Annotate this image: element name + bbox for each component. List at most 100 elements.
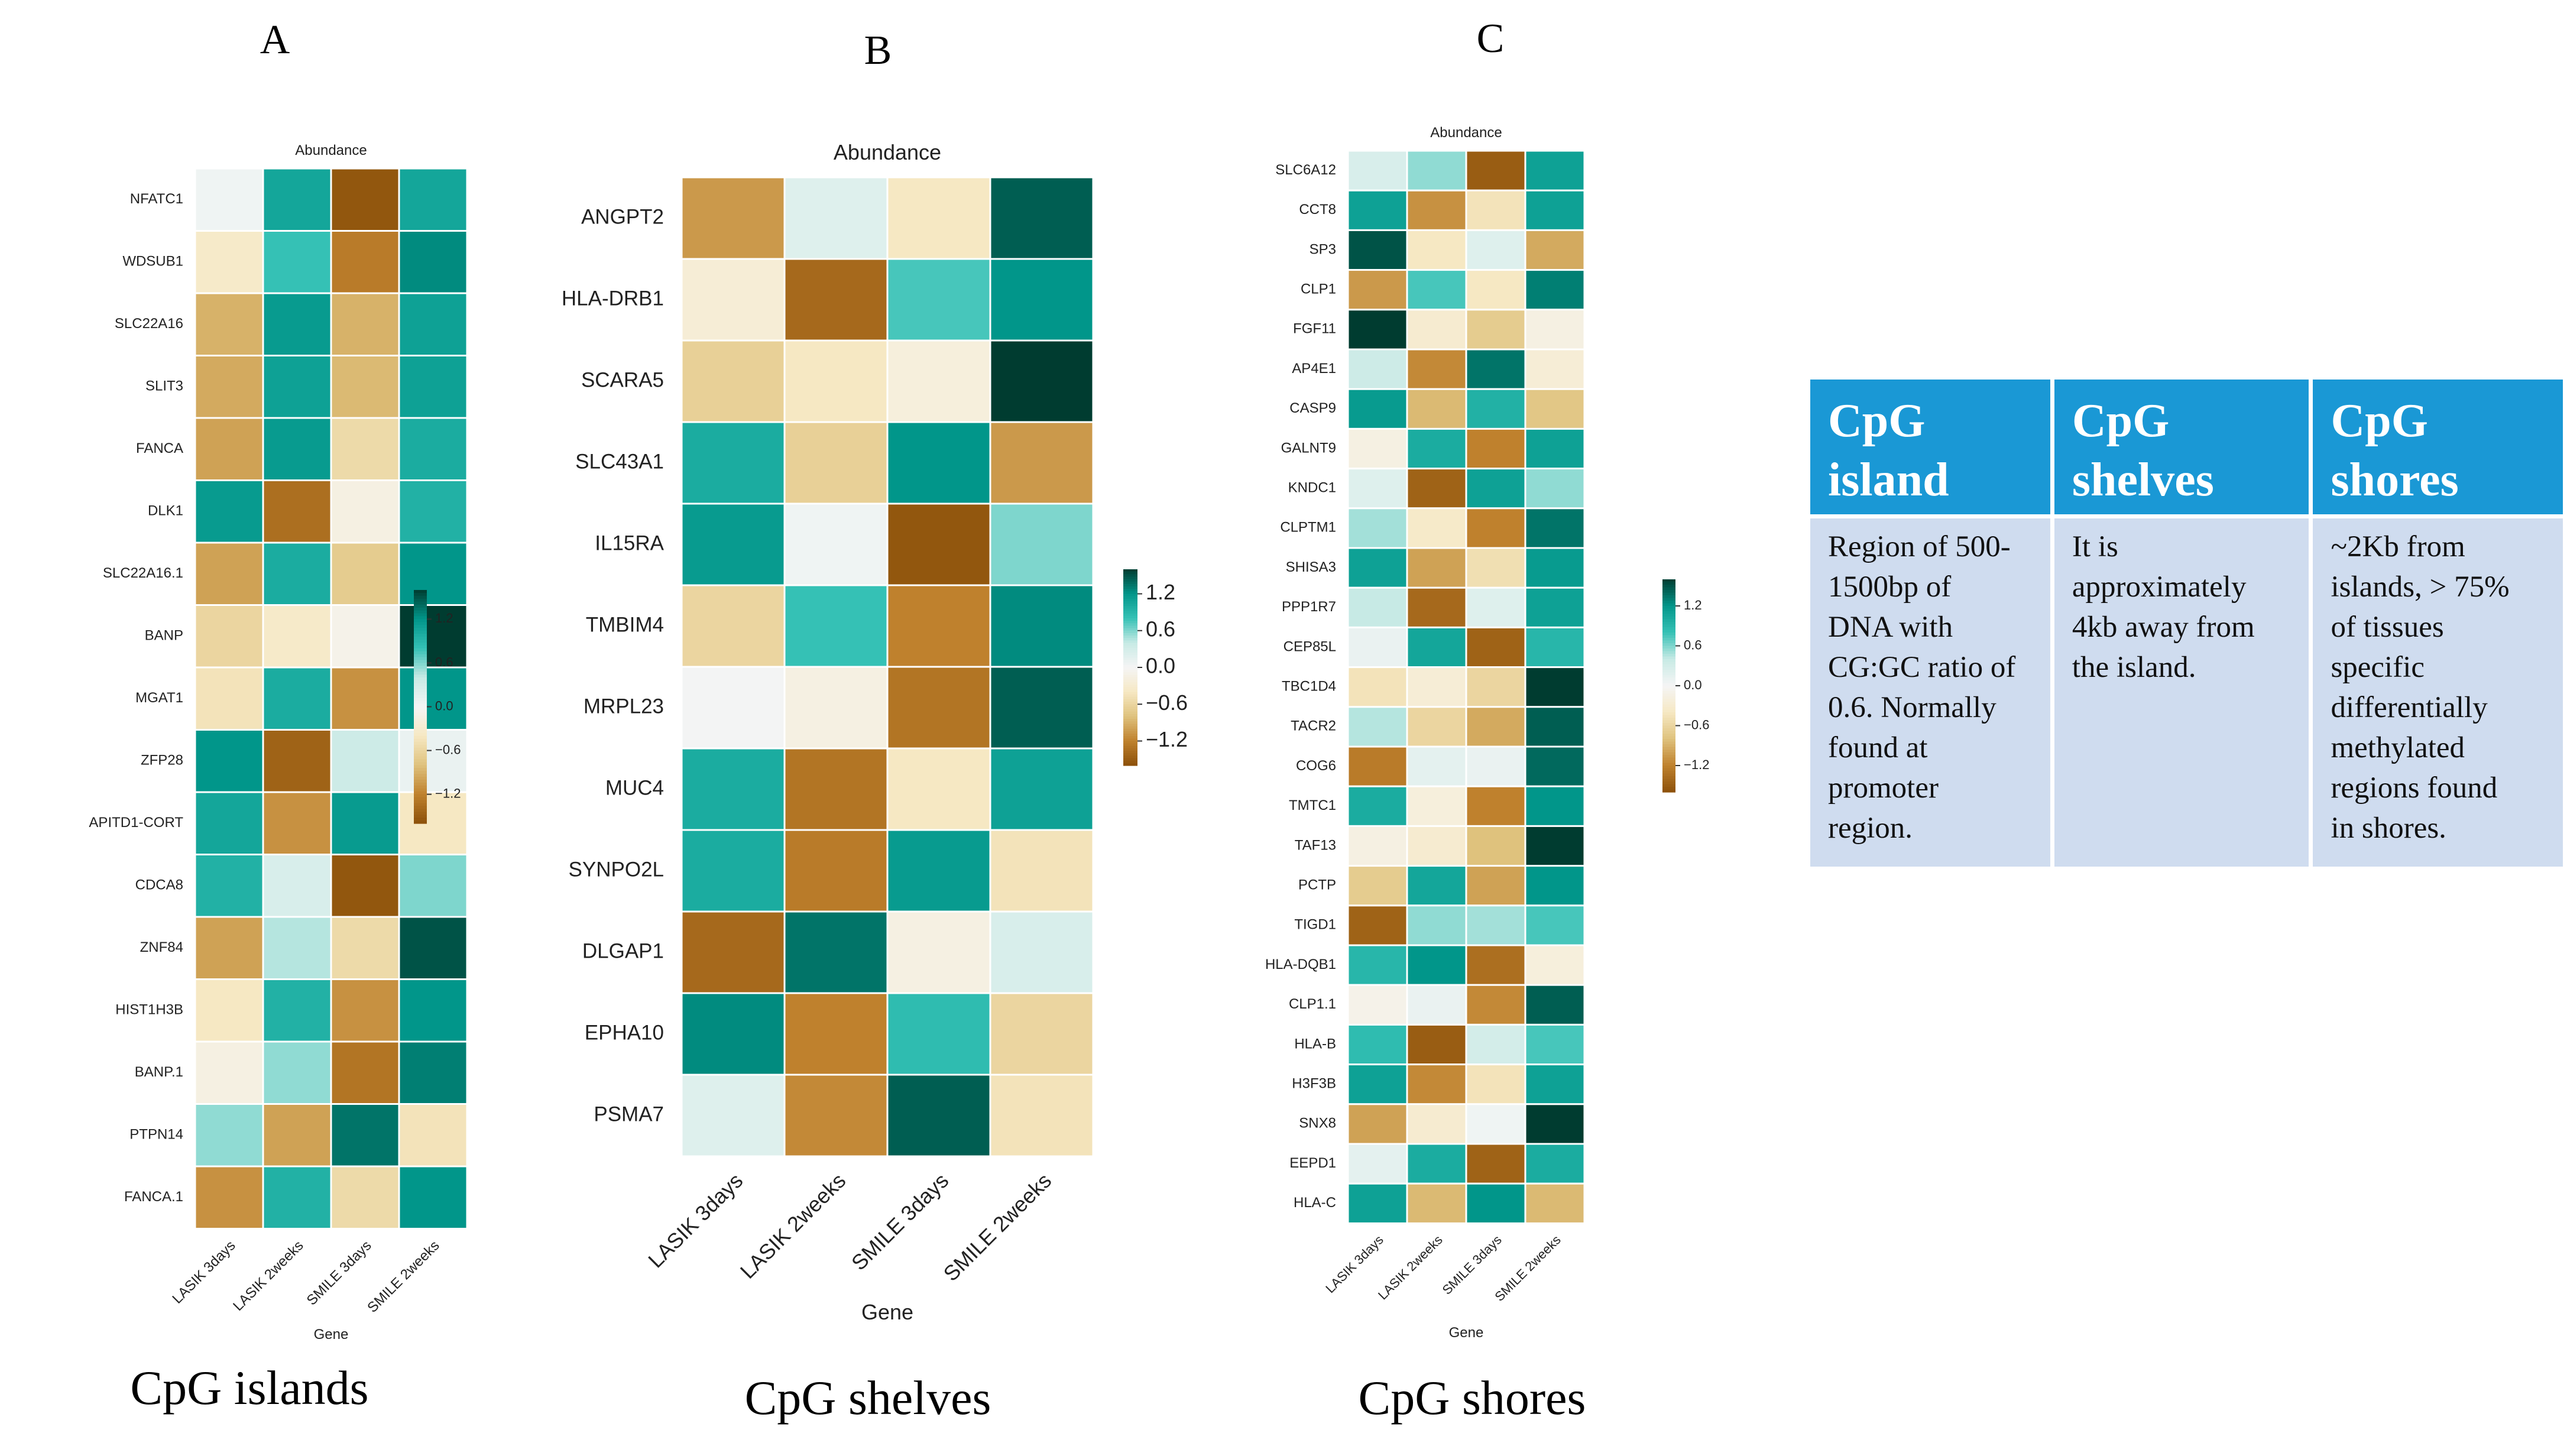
colorbar-segment — [414, 666, 427, 669]
colorbar-segment — [414, 774, 427, 777]
colorbar-tick-label: −1.2 — [1684, 757, 1709, 772]
colorbar-segment — [1123, 667, 1137, 670]
heatmap-cell — [194, 292, 264, 356]
colorbar-segment — [1662, 704, 1675, 708]
row-label: TIGD1 — [1294, 917, 1336, 933]
colorbar-segment — [414, 779, 427, 783]
colorbar-segment — [1123, 679, 1137, 683]
heatmap-cell — [398, 978, 468, 1043]
colorbar-segment — [414, 651, 427, 655]
heatmap-cell — [1524, 547, 1586, 589]
cell-shores-description: ~2Kb from islands, > 75% of tissues specifi… — [2313, 518, 2563, 867]
colorbar-tick-label: 0.0 — [435, 698, 453, 713]
heatmap-cell — [783, 502, 889, 586]
colorbar-segment — [414, 803, 427, 806]
colorbar-segment — [1662, 585, 1675, 588]
colorbar-segment — [1662, 779, 1675, 782]
colorbar-segment — [1662, 768, 1675, 771]
heatmap-cell — [398, 1103, 468, 1168]
heatmap-cell — [330, 1040, 400, 1105]
colorbar-segment — [1123, 685, 1137, 688]
colorbar-segment — [414, 724, 427, 728]
colorbar-segment — [1662, 640, 1675, 644]
heatmap-cell — [1347, 348, 1408, 390]
heatmap-cell — [1465, 785, 1526, 827]
colorbar-tick-label: 1.2 — [435, 611, 453, 625]
heatmap-cell — [1465, 706, 1526, 748]
colorbar-segment — [1662, 725, 1675, 729]
heatmap-cell — [1406, 785, 1467, 827]
heatmap-cell — [680, 421, 786, 505]
colorbar-segment — [1662, 720, 1675, 724]
colorbar-segment — [1123, 621, 1137, 624]
heatmap-cell — [886, 421, 991, 505]
heatmap-cell — [262, 417, 332, 481]
heatmap-cell — [398, 1040, 468, 1105]
heatmap-cell — [680, 584, 786, 668]
heatmap-cell — [1524, 468, 1586, 510]
colorbar-segment — [1123, 755, 1137, 759]
colorbar-segment — [1123, 719, 1137, 722]
heatmap-cell — [330, 791, 400, 855]
colorbar-segment — [414, 706, 427, 711]
colorbar-segment — [1123, 655, 1137, 658]
chart-title: Abundance — [1430, 125, 1502, 141]
colorbar-segment — [414, 732, 427, 737]
colorbar-segment — [1662, 659, 1675, 663]
heatmap-cell — [398, 292, 468, 356]
colorbar-segment — [414, 686, 427, 690]
colorbar-segment — [414, 800, 427, 804]
heatmap-cell — [1406, 229, 1467, 271]
colorbar-segment — [1123, 734, 1137, 737]
heatmap-cell — [262, 1040, 332, 1105]
colorbar-segment — [414, 712, 427, 716]
heatmap-cell — [886, 910, 991, 994]
colorbar-segment — [414, 771, 427, 774]
row-label: DLGAP1 — [582, 939, 664, 962]
heatmap-cell — [1524, 1023, 1586, 1066]
heatmap-cell — [1465, 626, 1526, 669]
colorbar-segment — [1662, 683, 1675, 686]
heatmap-cell — [262, 1103, 332, 1168]
heatmap-cell — [1406, 984, 1467, 1026]
heatmap-cell — [1347, 189, 1408, 231]
colorbar-segment — [1662, 651, 1675, 654]
colorbar-segment — [1662, 773, 1675, 777]
colorbar-segment — [414, 759, 427, 763]
panel-caption: CpG shelves — [745, 1371, 991, 1425]
cpg-definition-table: CpG island CpG shelves CpG shores Region of… — [1806, 375, 2567, 871]
colorbar-segment — [1123, 601, 1137, 604]
colorbar-segment — [414, 809, 427, 812]
heatmap-cell — [1524, 229, 1586, 271]
heatmap-cell — [398, 167, 468, 232]
row-label: ANGPT2 — [581, 205, 664, 228]
heatmap-cell — [783, 339, 889, 423]
colorbar-segment — [414, 741, 427, 745]
colorbar-segment — [414, 625, 427, 628]
colorbar-segment — [1662, 667, 1675, 670]
colorbar-segment — [1123, 706, 1137, 710]
colorbar-segment — [1123, 687, 1137, 690]
colorbar-segment — [414, 718, 427, 722]
heatmap-cell — [1465, 150, 1526, 192]
heatmap-cell — [1347, 269, 1408, 311]
heatmap-cell — [1524, 189, 1586, 231]
heatmap-cell — [1465, 944, 1526, 986]
colorbar-segment — [1662, 638, 1675, 641]
row-label: SLC22A16 — [115, 316, 183, 332]
heatmap-cell — [330, 854, 400, 918]
heatmap-cell — [1524, 1103, 1586, 1145]
column-label: LASIK 2weeks — [735, 1168, 851, 1283]
colorbar-segment — [1662, 760, 1675, 764]
colorbar-segment — [1662, 728, 1675, 732]
heatmap-cell — [989, 339, 1094, 423]
colorbar-segment — [414, 631, 427, 634]
colorbar-segment — [1662, 734, 1675, 737]
colorbar-segment — [1662, 718, 1675, 721]
heatmap-cell — [989, 829, 1094, 913]
colorbar-segment — [1123, 714, 1137, 717]
column-label: SMILE 3days — [847, 1168, 953, 1275]
colorbar-segment — [1123, 589, 1137, 592]
colorbar-segment — [414, 642, 427, 646]
heatmap-cell — [783, 421, 889, 505]
